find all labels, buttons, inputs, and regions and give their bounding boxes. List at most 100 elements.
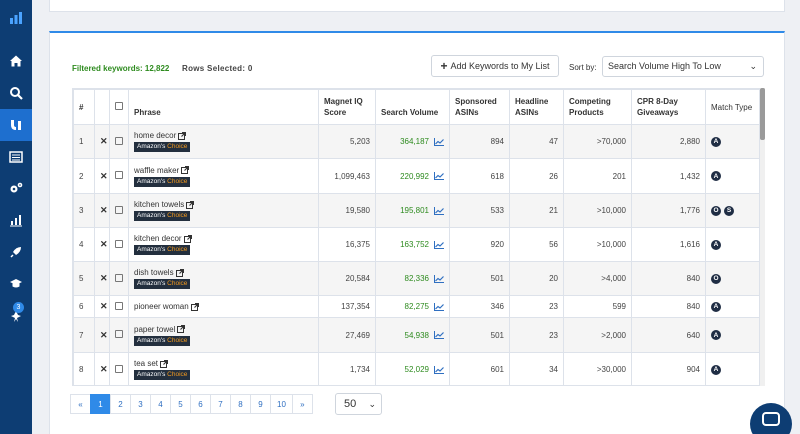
trend-chart-icon[interactable] xyxy=(434,274,444,283)
col-header-cpr[interactable]: CPR 8-Day Giveaways xyxy=(631,89,706,125)
sidebar-item-chart[interactable] xyxy=(0,204,32,236)
pagination-next-button[interactable]: » xyxy=(291,394,313,414)
trend-chart-icon[interactable] xyxy=(434,302,444,311)
delete-row-icon[interactable]: ✕ xyxy=(94,158,110,194)
external-link-icon[interactable] xyxy=(190,302,199,311)
pagination-page-4[interactable]: 4 xyxy=(150,394,171,414)
row-checkbox[interactable] xyxy=(115,171,123,179)
table-scrollbar-thumb[interactable] xyxy=(760,88,765,140)
sidebar-item-rocket[interactable] xyxy=(0,236,32,268)
external-link-icon[interactable] xyxy=(181,166,190,174)
table-row[interactable]: 7 ✕ paper towel Amazon's Choice 27,469 54,938… xyxy=(73,317,759,353)
pagination-page-3[interactable]: 3 xyxy=(130,394,151,414)
magnet-iq-score: 1,099,463 xyxy=(318,158,376,194)
trend-chart-icon[interactable] xyxy=(434,172,444,180)
delete-row-icon[interactable]: ✕ xyxy=(94,317,110,353)
sidebar-item-graduation-cap[interactable] xyxy=(0,268,32,300)
external-link-icon[interactable] xyxy=(186,200,195,209)
phrase-text[interactable]: kitchen decor xyxy=(134,234,182,243)
phrase-text[interactable]: home decor xyxy=(134,131,177,140)
delete-row-icon[interactable]: ✕ xyxy=(94,124,110,159)
select-all-checkbox[interactable] xyxy=(115,101,123,110)
trend-chart-icon[interactable] xyxy=(434,331,444,339)
pagination-prev-button[interactable]: « xyxy=(70,394,91,414)
pagination-page-5[interactable]: 5 xyxy=(170,394,191,414)
row-checkbox[interactable] xyxy=(115,364,123,373)
pagination-page-7[interactable]: 7 xyxy=(210,394,231,414)
external-link-icon[interactable] xyxy=(183,234,192,243)
table-row[interactable]: 1 ✕ home decor Amazon's Choice 5,203 364,187 8… xyxy=(73,124,759,159)
row-select-cell[interactable] xyxy=(109,193,129,228)
pagination-page-10[interactable]: 10 xyxy=(270,394,293,414)
row-checkbox[interactable] xyxy=(115,301,123,310)
row-checkbox[interactable] xyxy=(115,273,123,282)
pagination-page-1[interactable]: 1 xyxy=(90,394,111,414)
row-select-cell[interactable] xyxy=(109,261,129,296)
row-checkbox[interactable] xyxy=(115,136,123,145)
sidebar-item-home[interactable] xyxy=(0,45,32,77)
pagination-page-8[interactable]: 8 xyxy=(230,394,251,414)
phrase-text[interactable]: dish towels xyxy=(134,268,174,277)
table-row[interactable]: 4 ✕ kitchen decor Amazon's Choice 16,375 163,… xyxy=(73,227,759,262)
col-header-num[interactable]: # xyxy=(73,89,95,125)
delete-row-icon[interactable]: ✕ xyxy=(94,295,110,318)
add-keywords-button[interactable]: + Add Keywords to My List xyxy=(431,55,559,77)
phrase-text[interactable]: pioneer woman xyxy=(134,302,189,311)
phrase-cell: kitchen towels Amazon's Choice xyxy=(128,193,319,228)
pagination-page-9[interactable]: 9 xyxy=(250,394,271,414)
magnet-iq-score: 19,580 xyxy=(318,193,376,228)
col-header-sponsored[interactable]: Sponsored ASINs xyxy=(449,89,510,125)
col-header-competing[interactable]: Competing Products xyxy=(563,89,632,125)
phrase-text[interactable]: paper towel xyxy=(134,324,176,334)
row-checkbox[interactable] xyxy=(115,205,123,214)
row-select-cell[interactable] xyxy=(109,352,129,385)
phrase-text[interactable]: waffle maker xyxy=(134,165,180,175)
pagination-page-2[interactable]: 2 xyxy=(110,394,131,414)
sidebar-item-search[interactable] xyxy=(0,77,32,109)
row-select-cell[interactable] xyxy=(109,124,129,159)
delete-row-icon[interactable]: ✕ xyxy=(94,193,110,228)
col-header-select[interactable] xyxy=(109,89,129,125)
trend-chart-icon[interactable] xyxy=(434,206,444,215)
pagination-page-6[interactable]: 6 xyxy=(190,394,211,414)
sort-select[interactable]: Search Volume High To Low ⌄ xyxy=(602,56,764,77)
trend-chart-icon[interactable] xyxy=(434,240,444,249)
table-row[interactable]: 8 ✕ tea set Amazon's Choice 1,734 52,029 601 34… xyxy=(73,352,759,385)
row-select-cell[interactable] xyxy=(109,227,129,262)
phrase-text[interactable]: tea set xyxy=(134,359,159,368)
sidebar-item-magnet-tools[interactable] xyxy=(0,109,32,141)
external-link-icon[interactable] xyxy=(177,325,186,333)
table-scrollbar[interactable] xyxy=(760,88,765,386)
external-link-icon[interactable] xyxy=(175,268,184,277)
delete-row-icon[interactable]: ✕ xyxy=(94,227,110,262)
phrase-text[interactable]: kitchen towels xyxy=(134,200,185,209)
table-row[interactable]: 5 ✕ dish towels Amazon's Choice 20,584 82,336… xyxy=(73,261,759,296)
rows-per-page-select[interactable]: 50 ⌄ xyxy=(335,393,382,415)
row-checkbox[interactable] xyxy=(115,330,123,338)
table-row[interactable]: 2 ✕ waffle maker Amazon's Choice 1,099,463 22… xyxy=(73,158,759,194)
row-select-cell[interactable] xyxy=(109,295,129,318)
col-header-magnet-iq[interactable]: Magnet IQ Score xyxy=(318,89,376,125)
col-header-phrase[interactable]: Phrase xyxy=(128,89,319,125)
chat-widget-button[interactable] xyxy=(750,403,792,434)
row-select-cell[interactable] xyxy=(109,158,129,194)
trend-chart-icon[interactable] xyxy=(434,365,444,374)
search-volume-value: 163,752 xyxy=(400,240,429,249)
row-checkbox[interactable] xyxy=(115,239,123,248)
sidebar-item-logo-bars[interactable] xyxy=(0,2,32,34)
col-header-search-volume[interactable]: Search Volume xyxy=(375,89,450,125)
trend-chart-icon[interactable] xyxy=(434,137,444,146)
table-row[interactable]: 6 ✕ pioneer woman 137,354 82,275 346 23 599 840 A xyxy=(73,295,759,318)
col-header-headline[interactable]: Headline ASINs xyxy=(509,89,564,125)
match-type-badge: O xyxy=(711,273,721,284)
external-link-icon[interactable] xyxy=(178,131,187,140)
col-header-match-type[interactable]: Match Type xyxy=(705,89,759,125)
table-row[interactable]: 3 ✕ kitchen towels Amazon's Choice 19,580 195… xyxy=(73,193,759,228)
delete-row-icon[interactable]: ✕ xyxy=(94,261,110,296)
sidebar-item-list[interactable] xyxy=(0,141,32,173)
row-select-cell[interactable] xyxy=(109,317,129,353)
sidebar-item-notification-bell[interactable]: 3 xyxy=(0,300,32,332)
external-link-icon[interactable] xyxy=(160,359,169,368)
delete-row-icon[interactable]: ✕ xyxy=(94,352,110,385)
sidebar-item-settings-gears[interactable] xyxy=(0,172,32,204)
